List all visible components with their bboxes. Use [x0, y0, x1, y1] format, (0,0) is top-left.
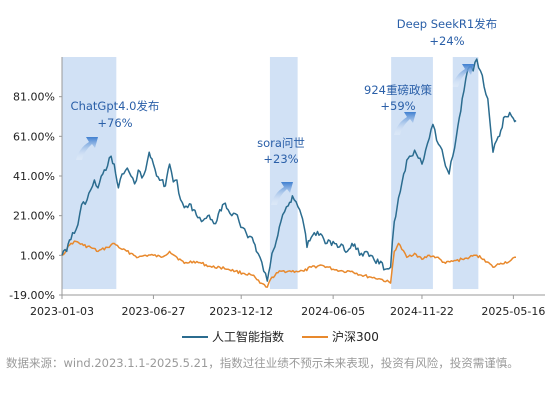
annotations: ChatGpt4.0发布 +76% sora问世 +23% 924重磅政策 +59% Dee… — [71, 17, 497, 205]
x-axis: 2023-01-03 2023-06-27 2023-12-12 2024-06-05… — [30, 294, 545, 318]
legend: 人工智能指数 沪深300 — [182, 329, 379, 344]
annotation-change: +76% — [97, 116, 132, 130]
shaded-period — [269, 57, 298, 290]
series-line — [61, 58, 517, 282]
series-lines — [61, 58, 517, 288]
x-tick-label: 2025-05-16 — [481, 305, 545, 318]
up-arrow-icon — [271, 182, 293, 205]
y-tick-label: 41.00% — [13, 170, 55, 183]
annotation: sora问世 +23% — [257, 136, 305, 205]
annotation-label: sora问世 — [257, 136, 305, 150]
annotation-change: +24% — [429, 34, 464, 48]
up-arrow-icon — [394, 112, 416, 135]
up-arrow-icon — [452, 64, 474, 87]
x-tick-label: 2024-11-22 — [390, 305, 454, 318]
annotation-label: 924重磅政策 — [364, 83, 432, 97]
annotation: Deep SeekR1发布 +24% — [397, 17, 497, 87]
annotation-label: Deep SeekR1发布 — [397, 17, 497, 31]
x-tick-label: 2023-12-12 — [209, 305, 273, 318]
y-tick-label: 81.00% — [13, 91, 55, 104]
shaded-period — [452, 57, 479, 290]
y-tick-label: -19.00% — [9, 289, 55, 302]
legend-label: 人工智能指数 — [212, 329, 284, 344]
annotation-change: +23% — [263, 152, 298, 166]
y-axis: 81.00% 61.00% 41.00% 21.00% 1.00% -19.00% — [9, 57, 63, 302]
shaded-periods — [62, 57, 479, 290]
y-tick-label: 61.00% — [13, 130, 55, 143]
annotation-change: +59% — [380, 99, 415, 113]
shaded-period — [391, 57, 433, 290]
source-footnote: 数据来源：wind.2023.1.1-2025.5.21，指数过往业绩不预示未来… — [6, 356, 519, 370]
x-tick-label: 2023-01-03 — [30, 305, 94, 318]
y-tick-label: 1.00% — [20, 249, 55, 262]
legend-label: 沪深300 — [332, 330, 379, 344]
chart: 81.00% 61.00% 41.00% 21.00% 1.00% -19.00% 202… — [9, 17, 545, 344]
annotation: 924重磅政策 +59% — [364, 83, 432, 135]
shaded-period — [62, 57, 117, 290]
up-arrow-icon — [76, 137, 98, 160]
series-line — [61, 240, 516, 288]
x-tick-label: 2024-06-05 — [301, 305, 365, 318]
annotation: ChatGpt4.0发布 +76% — [71, 99, 160, 160]
annotation-label: ChatGpt4.0发布 — [71, 99, 160, 113]
x-tick-label: 2023-06-27 — [121, 305, 185, 318]
y-tick-label: 21.00% — [13, 210, 55, 223]
